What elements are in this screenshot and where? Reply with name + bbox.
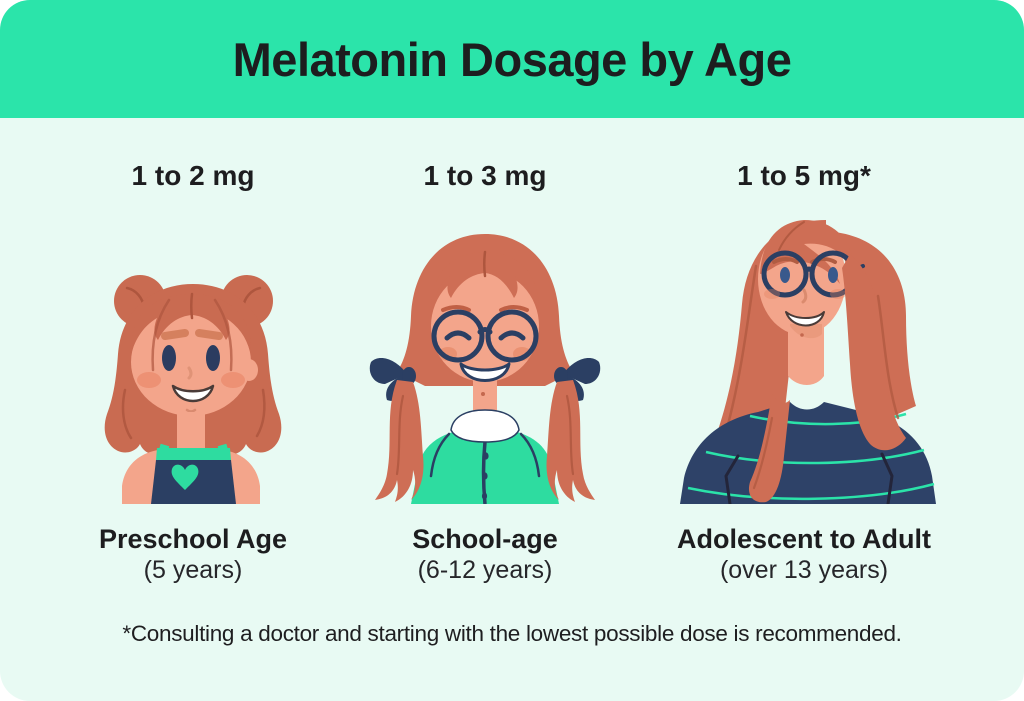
age-group-columns: 1 to 2 mg xyxy=(0,118,1024,585)
school-age-girl-illustration xyxy=(369,233,601,504)
header-band: Melatonin Dosage by Age xyxy=(0,0,1024,118)
label-block-school-age: School-age (6-12 years) xyxy=(412,524,558,585)
age-group-label: Preschool Age xyxy=(98,523,288,554)
dosage-label-preschool: 1 to 2 mg xyxy=(131,160,255,191)
page-title: Melatonin Dosage by Age xyxy=(232,32,792,86)
age-group-label: Adolescent to Adult xyxy=(677,523,931,554)
age-range-label: (over 13 years) xyxy=(719,556,889,584)
age-group-label: School-age xyxy=(412,523,558,554)
column-school-age: 1 to 3 mg xyxy=(369,118,601,585)
column-preschool: 1 to 2 mg xyxy=(0,118,386,585)
age-range-label: (6-12 years) xyxy=(417,556,553,584)
adult-woman-illustration xyxy=(680,219,936,504)
footnote: *Consulting a doctor and starting with t… xyxy=(122,621,902,646)
column-adult: 1 to 5 mg* xyxy=(584,118,1024,585)
label-block-adult: Adolescent to Adult (over 13 years) xyxy=(677,524,931,585)
dosage-label-school-age: 1 to 3 mg xyxy=(423,160,547,191)
label-block-preschool: Preschool Age (5 years) xyxy=(99,524,287,585)
preschool-girl-illustration xyxy=(104,274,282,504)
age-range-label: (5 years) xyxy=(143,556,243,584)
dosage-label-adult: 1 to 5 mg* xyxy=(737,160,871,191)
